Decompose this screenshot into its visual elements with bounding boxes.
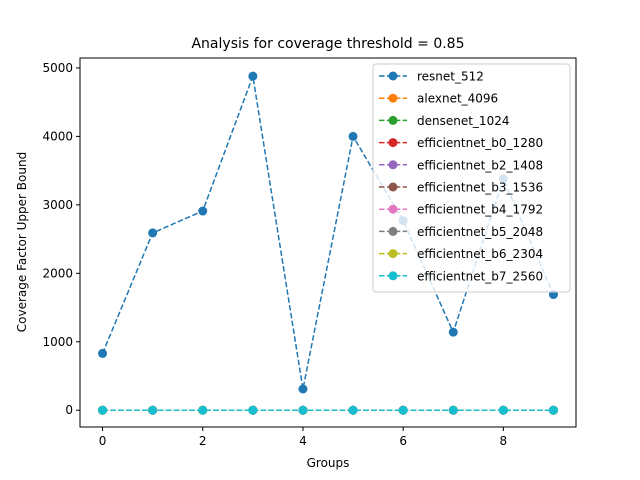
y-tick-label: 4000 xyxy=(42,129,73,143)
y-tick-label: 3000 xyxy=(42,198,73,212)
legend-item: resnet_512 xyxy=(379,70,484,84)
data-point xyxy=(198,206,208,216)
legend-label: efficientnet_b2_1408 xyxy=(417,158,543,172)
legend-marker xyxy=(388,71,398,81)
data-point xyxy=(298,384,308,394)
series-efficientnet_b7_2560 xyxy=(98,405,558,415)
data-point xyxy=(248,405,258,415)
chart-title: Analysis for coverage threshold = 0.85 xyxy=(191,36,464,52)
plot-area-frame xyxy=(79,57,577,428)
x-tick-label: 0 xyxy=(99,434,107,448)
data-point xyxy=(248,71,258,81)
legend-item: densenet_1024 xyxy=(379,114,509,128)
legend-item: efficientnet_b7_2560 xyxy=(379,269,543,283)
data-point xyxy=(98,405,108,415)
legend-label: efficientnet_b4_1792 xyxy=(417,203,543,217)
data-point xyxy=(348,405,358,415)
legend-marker xyxy=(388,138,398,148)
legend-label: efficientnet_b0_1280 xyxy=(417,136,543,150)
legend-label: alexnet_4096 xyxy=(417,92,498,106)
data-point xyxy=(448,327,458,337)
y-axis-ticks: 0 1000 2000 3000 4000 5000 xyxy=(42,61,80,417)
data-point xyxy=(548,405,558,415)
data-point xyxy=(298,405,308,415)
legend-item: efficientnet_b6_2304 xyxy=(379,247,543,261)
legend-label: efficientnet_b7_2560 xyxy=(417,269,543,283)
legend-label: densenet_1024 xyxy=(417,114,509,128)
y-tick-label: 5000 xyxy=(42,61,73,75)
data-point xyxy=(98,348,108,358)
data-point xyxy=(198,405,208,415)
legend-item: efficientnet_b0_1280 xyxy=(379,136,543,150)
legend-marker xyxy=(388,271,398,281)
x-tick-label: 2 xyxy=(199,434,207,448)
legend-marker xyxy=(388,93,398,103)
legend-item: efficientnet_b3_1536 xyxy=(379,181,543,195)
legend-item: alexnet_4096 xyxy=(379,92,498,106)
legend-label: efficientnet_b3_1536 xyxy=(417,181,543,195)
legend-label: resnet_512 xyxy=(417,70,484,84)
legend-marker xyxy=(388,204,398,214)
legend: resnet_512 alexnet_4096 densenet_1024effic… xyxy=(372,63,571,293)
y-axis-label: Coverage Factor Upper Bound xyxy=(15,152,29,332)
x-axis-ticks: 0 2 4 6 8 xyxy=(99,427,507,448)
data-point xyxy=(448,405,458,415)
legend-marker xyxy=(388,249,398,259)
x-tick-label: 4 xyxy=(299,434,307,448)
legend-item: efficientnet_b4_1792 xyxy=(379,203,543,217)
legend-label: efficientnet_b6_2304 xyxy=(417,247,543,261)
legend-label: efficientnet_b5_2048 xyxy=(417,225,543,239)
legend-marker xyxy=(388,182,398,192)
legend-item: efficientnet_b2_1408 xyxy=(379,158,543,172)
legend-marker xyxy=(388,160,398,170)
data-point xyxy=(148,228,158,238)
legend-marker xyxy=(388,226,398,236)
y-tick-label: 1000 xyxy=(42,335,73,349)
data-point xyxy=(348,131,358,141)
legend-box xyxy=(372,63,571,293)
data-point xyxy=(398,405,408,415)
data-point xyxy=(148,405,158,415)
x-axis-label: Groups xyxy=(307,456,350,470)
x-tick-label: 8 xyxy=(500,434,508,448)
x-tick-label: 6 xyxy=(399,434,407,448)
legend-item: efficientnet_b5_2048 xyxy=(379,225,543,239)
y-tick-label: 2000 xyxy=(42,266,73,280)
legend-marker xyxy=(388,115,398,125)
data-point xyxy=(498,405,508,415)
y-tick-label: 0 xyxy=(65,403,73,417)
